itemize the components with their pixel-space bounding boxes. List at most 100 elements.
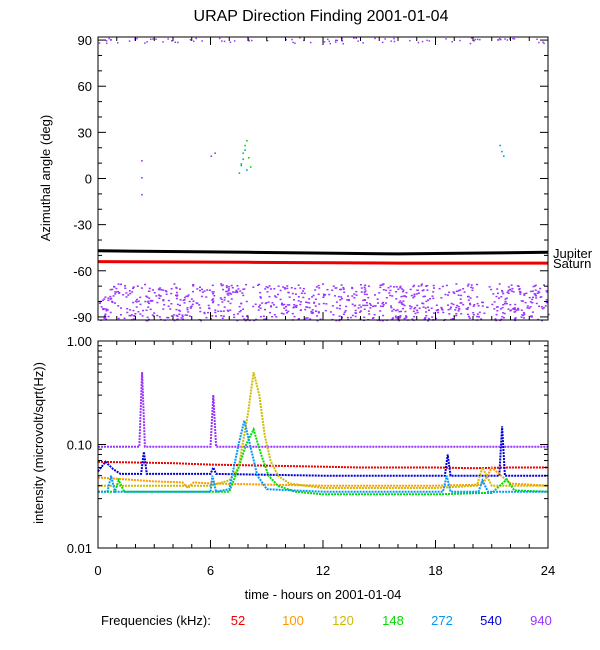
upper-point [300, 292, 303, 294]
upper-point [170, 303, 173, 305]
upper-point [450, 318, 453, 321]
upper-point [103, 317, 106, 320]
upper-point [426, 39, 428, 42]
upper-point [218, 37, 221, 40]
upper-point [460, 313, 463, 315]
upper-point [192, 285, 195, 287]
upper-point [171, 40, 173, 42]
x-axis-label: time - hours on 2001-01-04 [245, 587, 402, 602]
upper-point [541, 307, 544, 310]
upper-point [456, 304, 459, 307]
upper-point [212, 298, 215, 300]
upper-point [417, 285, 420, 287]
upper-point [374, 294, 376, 296]
upper-point [479, 38, 481, 41]
upper-point [502, 304, 505, 306]
upper-point [481, 305, 484, 307]
upper-point [528, 307, 531, 309]
upper-point [499, 37, 501, 40]
upper-point [382, 289, 385, 291]
upper-point [111, 301, 114, 303]
upper-point [399, 315, 402, 317]
upper-point [170, 315, 173, 317]
upper-series-0 [98, 37, 550, 322]
upper-point [162, 299, 165, 301]
upper-point [426, 284, 429, 287]
upper-point [314, 305, 317, 307]
upper-point [316, 319, 319, 322]
upper-point [230, 298, 233, 300]
upper-point [280, 303, 283, 306]
upper-point [140, 287, 143, 289]
upper-point [517, 309, 520, 311]
upper-point [404, 317, 407, 319]
legend-entry-100: 100 [282, 613, 304, 628]
upper-point [188, 315, 191, 317]
upper-point [226, 309, 229, 312]
lower-ytick-label: 0.10 [67, 438, 92, 453]
upper-point [437, 309, 440, 311]
upper-point [192, 300, 195, 302]
upper-point [467, 306, 470, 309]
upper-point [420, 284, 423, 287]
upper-point [139, 296, 142, 299]
upper-point [379, 310, 382, 312]
upper-point [275, 306, 278, 308]
upper-point [393, 286, 396, 288]
upper-point [227, 300, 230, 303]
upper-point [129, 309, 132, 311]
lower-xtick-label: 0 [94, 563, 101, 578]
upper-point [429, 298, 431, 300]
upper-point [167, 299, 170, 302]
upper-point [351, 286, 354, 289]
upper-point [483, 312, 486, 314]
upper-point [453, 315, 456, 317]
upper-point [259, 291, 262, 294]
upper-point [286, 287, 289, 290]
upper-point [503, 312, 506, 315]
upper-point [187, 311, 190, 313]
upper-point [221, 317, 224, 319]
upper-point [524, 301, 527, 304]
upper-point [363, 293, 366, 295]
upper-point [246, 140, 248, 142]
upper-point [153, 312, 156, 314]
upper-point [266, 291, 269, 293]
lower-xtick-label: 6 [207, 563, 214, 578]
upper-point [311, 312, 314, 315]
upper-point [470, 37, 473, 39]
upper-point [136, 285, 139, 287]
upper-point [214, 309, 217, 311]
upper-point [497, 39, 499, 41]
upper-point [132, 287, 134, 289]
upper-point [500, 296, 503, 298]
upper-point [136, 37, 138, 40]
upper-point [450, 302, 453, 305]
upper-point [339, 299, 342, 301]
upper-point [240, 163, 243, 165]
upper-point [258, 306, 260, 308]
upper-point [463, 291, 466, 293]
upper-point [506, 291, 509, 294]
upper-point [264, 288, 267, 290]
upper-point [351, 314, 354, 317]
upper-point [400, 310, 403, 313]
upper-point [490, 288, 493, 291]
upper-point [425, 285, 427, 287]
upper-point [416, 289, 419, 291]
upper-point [335, 287, 338, 289]
upper-point [457, 289, 460, 292]
upper-point [110, 39, 112, 41]
upper-point [340, 288, 343, 291]
upper-point [364, 284, 367, 286]
upper-point [539, 287, 542, 290]
upper-point [223, 40, 226, 43]
upper-point [134, 313, 137, 315]
upper-point [259, 297, 262, 299]
upper-point [512, 308, 515, 311]
upper-point [221, 284, 224, 286]
upper-point [223, 306, 226, 308]
upper-point [467, 299, 470, 301]
upper-point [431, 295, 434, 297]
upper-point [114, 302, 116, 304]
